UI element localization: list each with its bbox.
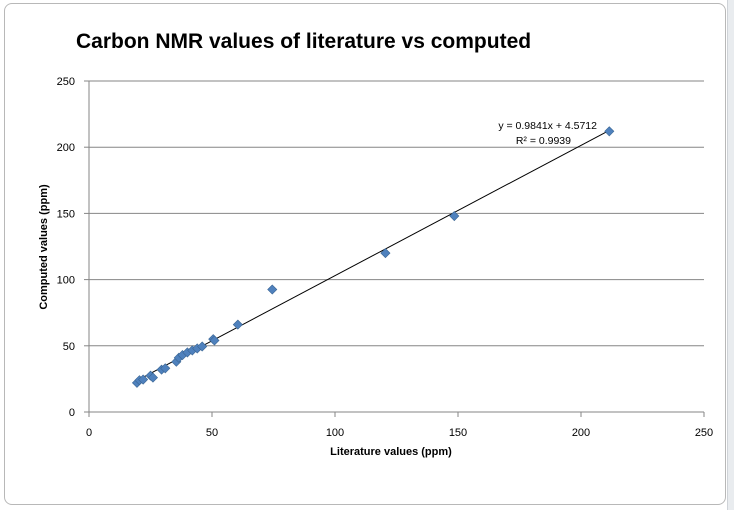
chart-title: Carbon NMR values of literature vs compu… (76, 30, 531, 53)
chart-area[interactable] (4, 3, 726, 505)
x-tick-label-100: 100 (326, 427, 344, 439)
data-point-13 (197, 341, 208, 352)
x-tick-label-200: 200 (572, 427, 590, 439)
r-squared-label: R² = 0.9939 (516, 135, 571, 147)
scrollbar-strip (727, 0, 734, 510)
data-points (131, 126, 615, 388)
data-point-18 (380, 248, 391, 259)
data-point-15 (209, 335, 220, 346)
data-point-4 (147, 372, 158, 383)
y-tick-label-50: 50 (63, 341, 75, 353)
data-point-16 (232, 319, 243, 330)
y-tick-label-200: 200 (57, 142, 75, 154)
y-axis-title: Computed values (ppm) (38, 184, 50, 310)
trendline (135, 130, 609, 382)
trendline-group (135, 130, 609, 382)
x-tick-label-50: 50 (206, 427, 218, 439)
trendline-equation: y = 0.9841x + 4.5712 (498, 120, 597, 132)
data-point-2 (138, 374, 149, 385)
x-tick-label-250: 250 (695, 427, 713, 439)
data-point-17 (267, 284, 278, 295)
y-tick-label-250: 250 (57, 76, 75, 88)
y-tick-label-100: 100 (57, 275, 75, 287)
gridlines (89, 80, 704, 347)
data-point-19 (449, 211, 460, 222)
x-tick-label-0: 0 (86, 427, 92, 439)
y-tick-label-0: 0 (69, 407, 75, 419)
x-tick-label-150: 150 (449, 427, 467, 439)
data-point-6 (160, 363, 171, 374)
y-tick-label-150: 150 (57, 208, 75, 220)
x-axis-title: Literature values (ppm) (330, 446, 452, 458)
axes: 0 50 100 150 200 250 0 50 100 150 200 250 (57, 76, 714, 439)
data-point-20 (604, 126, 615, 137)
